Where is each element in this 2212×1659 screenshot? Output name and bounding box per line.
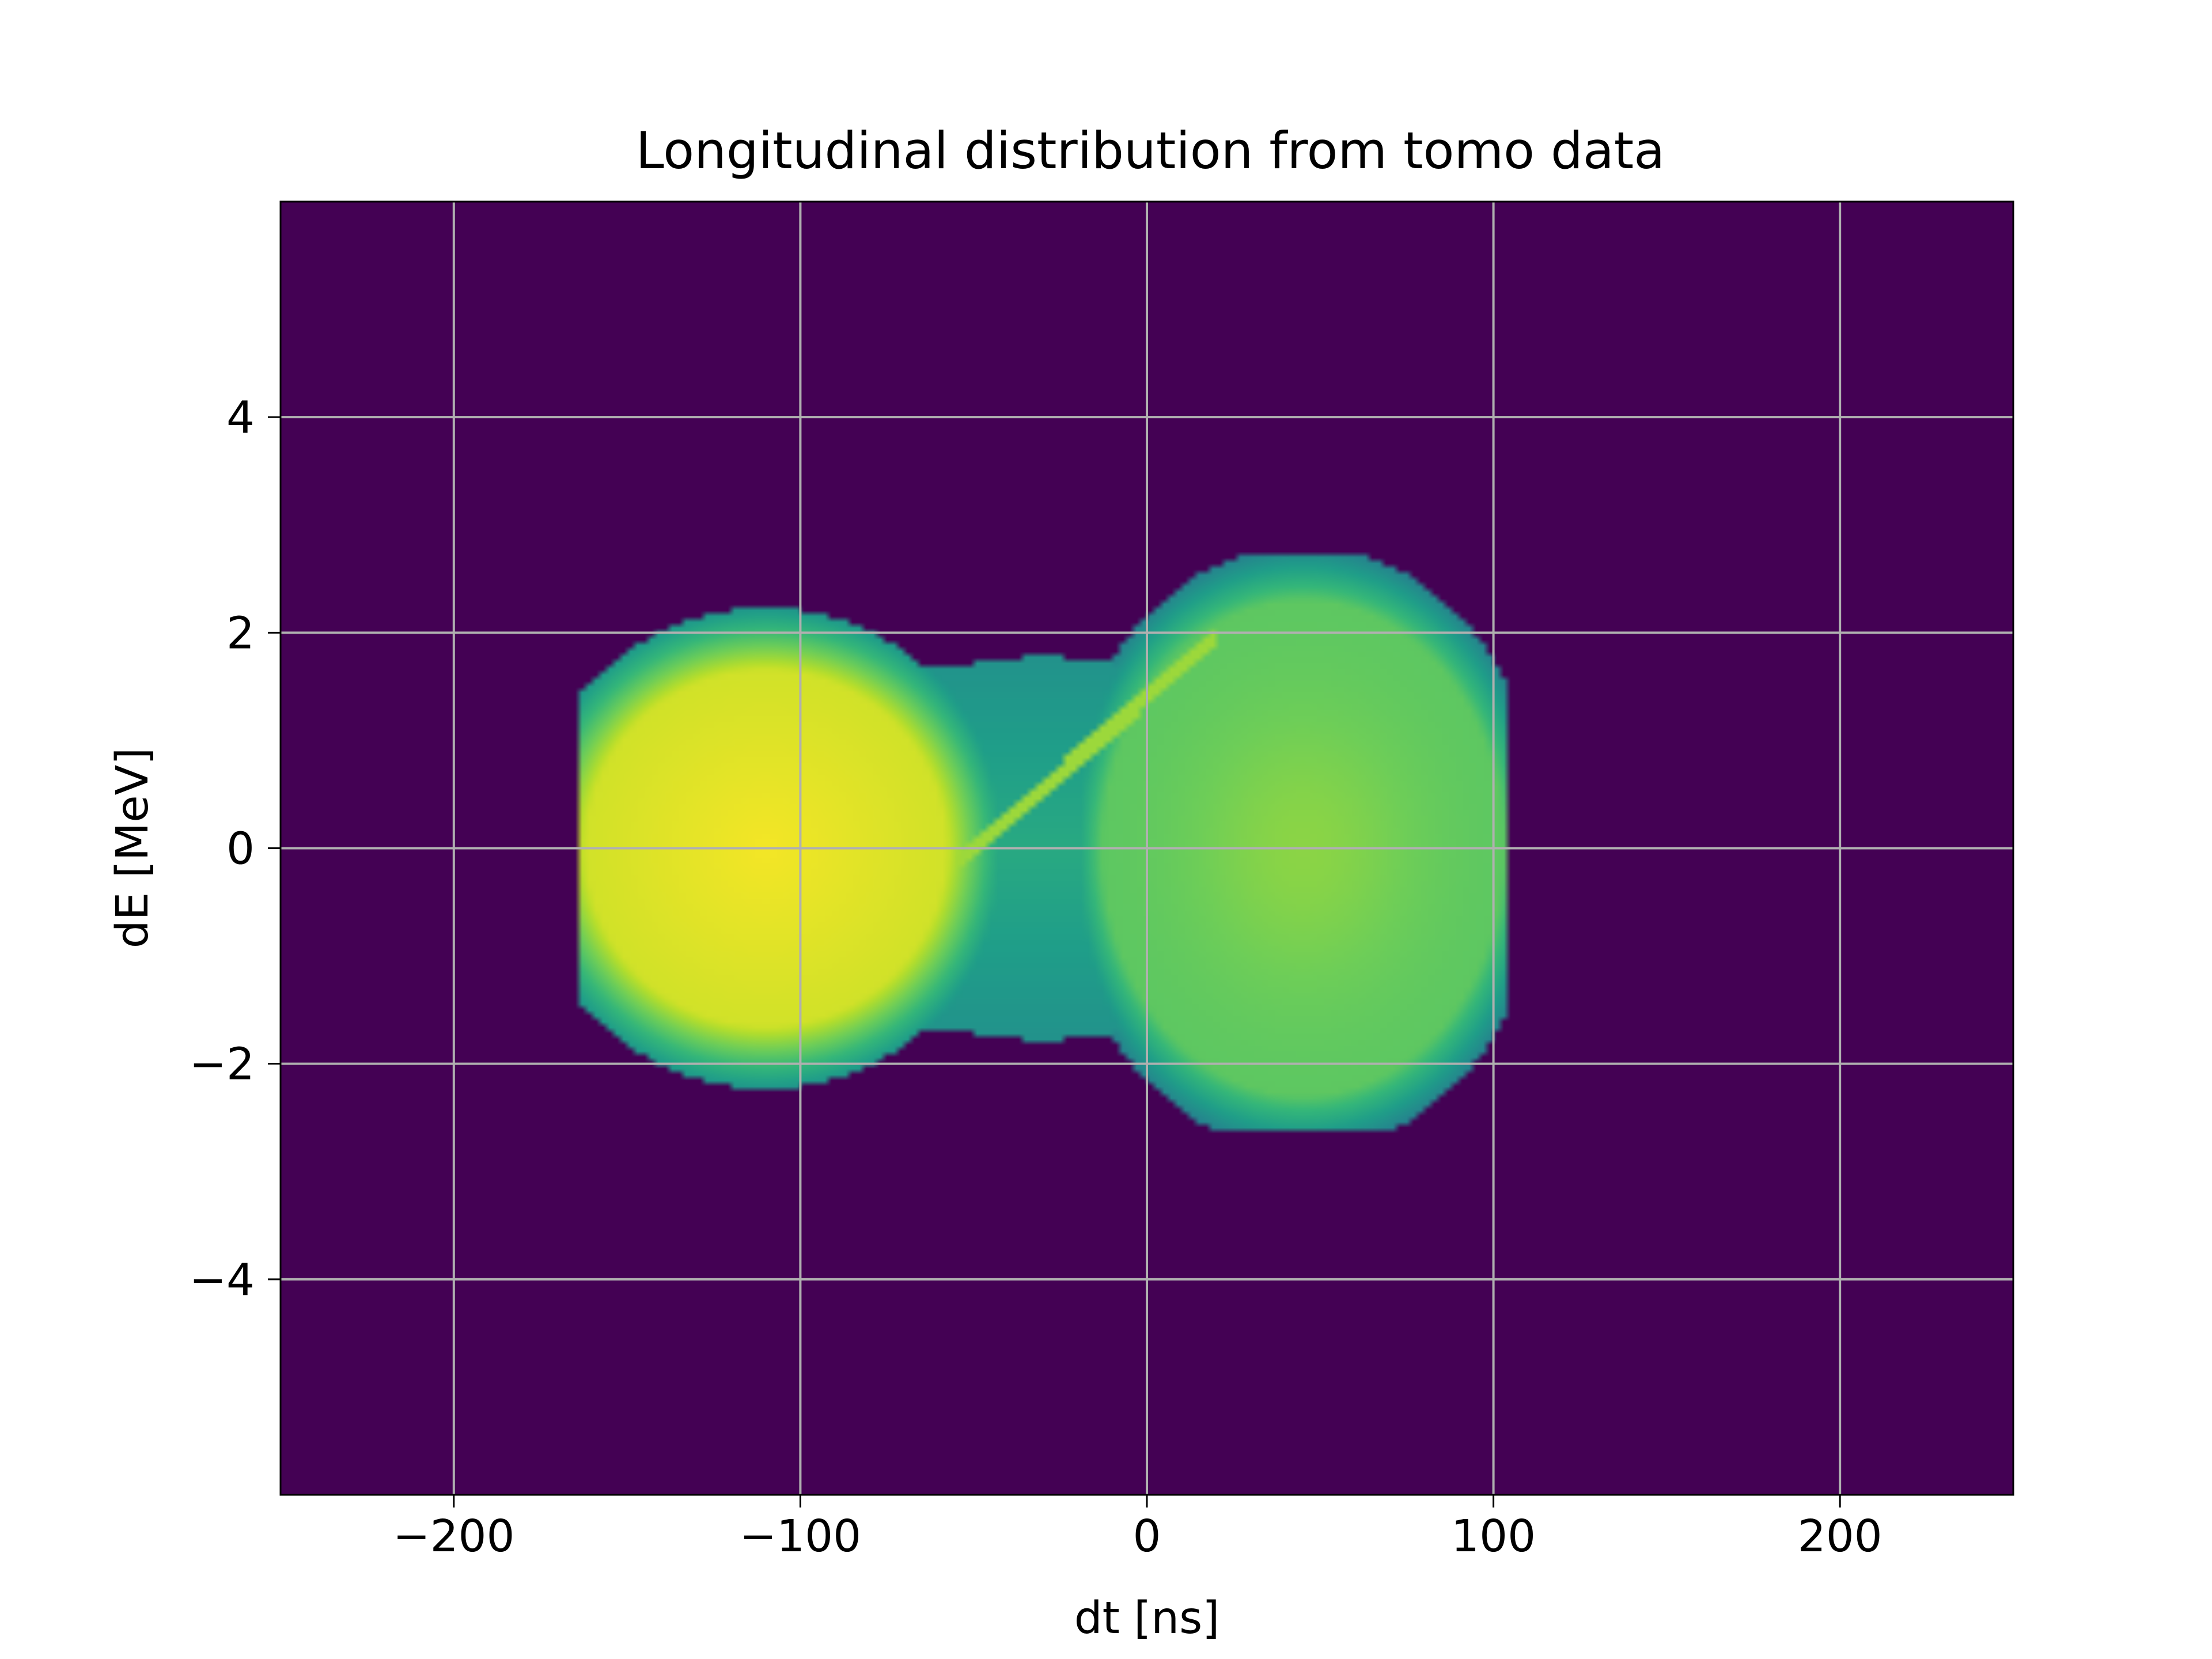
x-tick-label: 100 xyxy=(1451,1511,1536,1562)
y-tick-label: 0 xyxy=(226,824,255,875)
y-axis: −4 −2 0 2 4 xyxy=(189,392,281,1306)
grid xyxy=(281,202,2013,1495)
x-axis-label: dt [ns] xyxy=(1074,1593,1220,1644)
chart-title: Longitudinal distribution from tomo data xyxy=(636,121,1665,180)
x-axis: −200 −100 0 100 200 xyxy=(393,1495,1883,1562)
y-tick-label: −4 xyxy=(189,1255,255,1306)
plot-area xyxy=(279,200,2014,1496)
y-tick-label: 4 xyxy=(226,392,255,444)
y-tick-label: −2 xyxy=(189,1039,255,1090)
x-tick-label: −100 xyxy=(740,1511,862,1562)
y-axis-label: dE [MeV] xyxy=(107,748,158,949)
y-tick-label: 2 xyxy=(226,608,255,659)
x-tick-label: 200 xyxy=(1798,1511,1883,1562)
x-tick-label: −200 xyxy=(393,1511,515,1562)
x-tick-label: 0 xyxy=(1133,1511,1161,1562)
